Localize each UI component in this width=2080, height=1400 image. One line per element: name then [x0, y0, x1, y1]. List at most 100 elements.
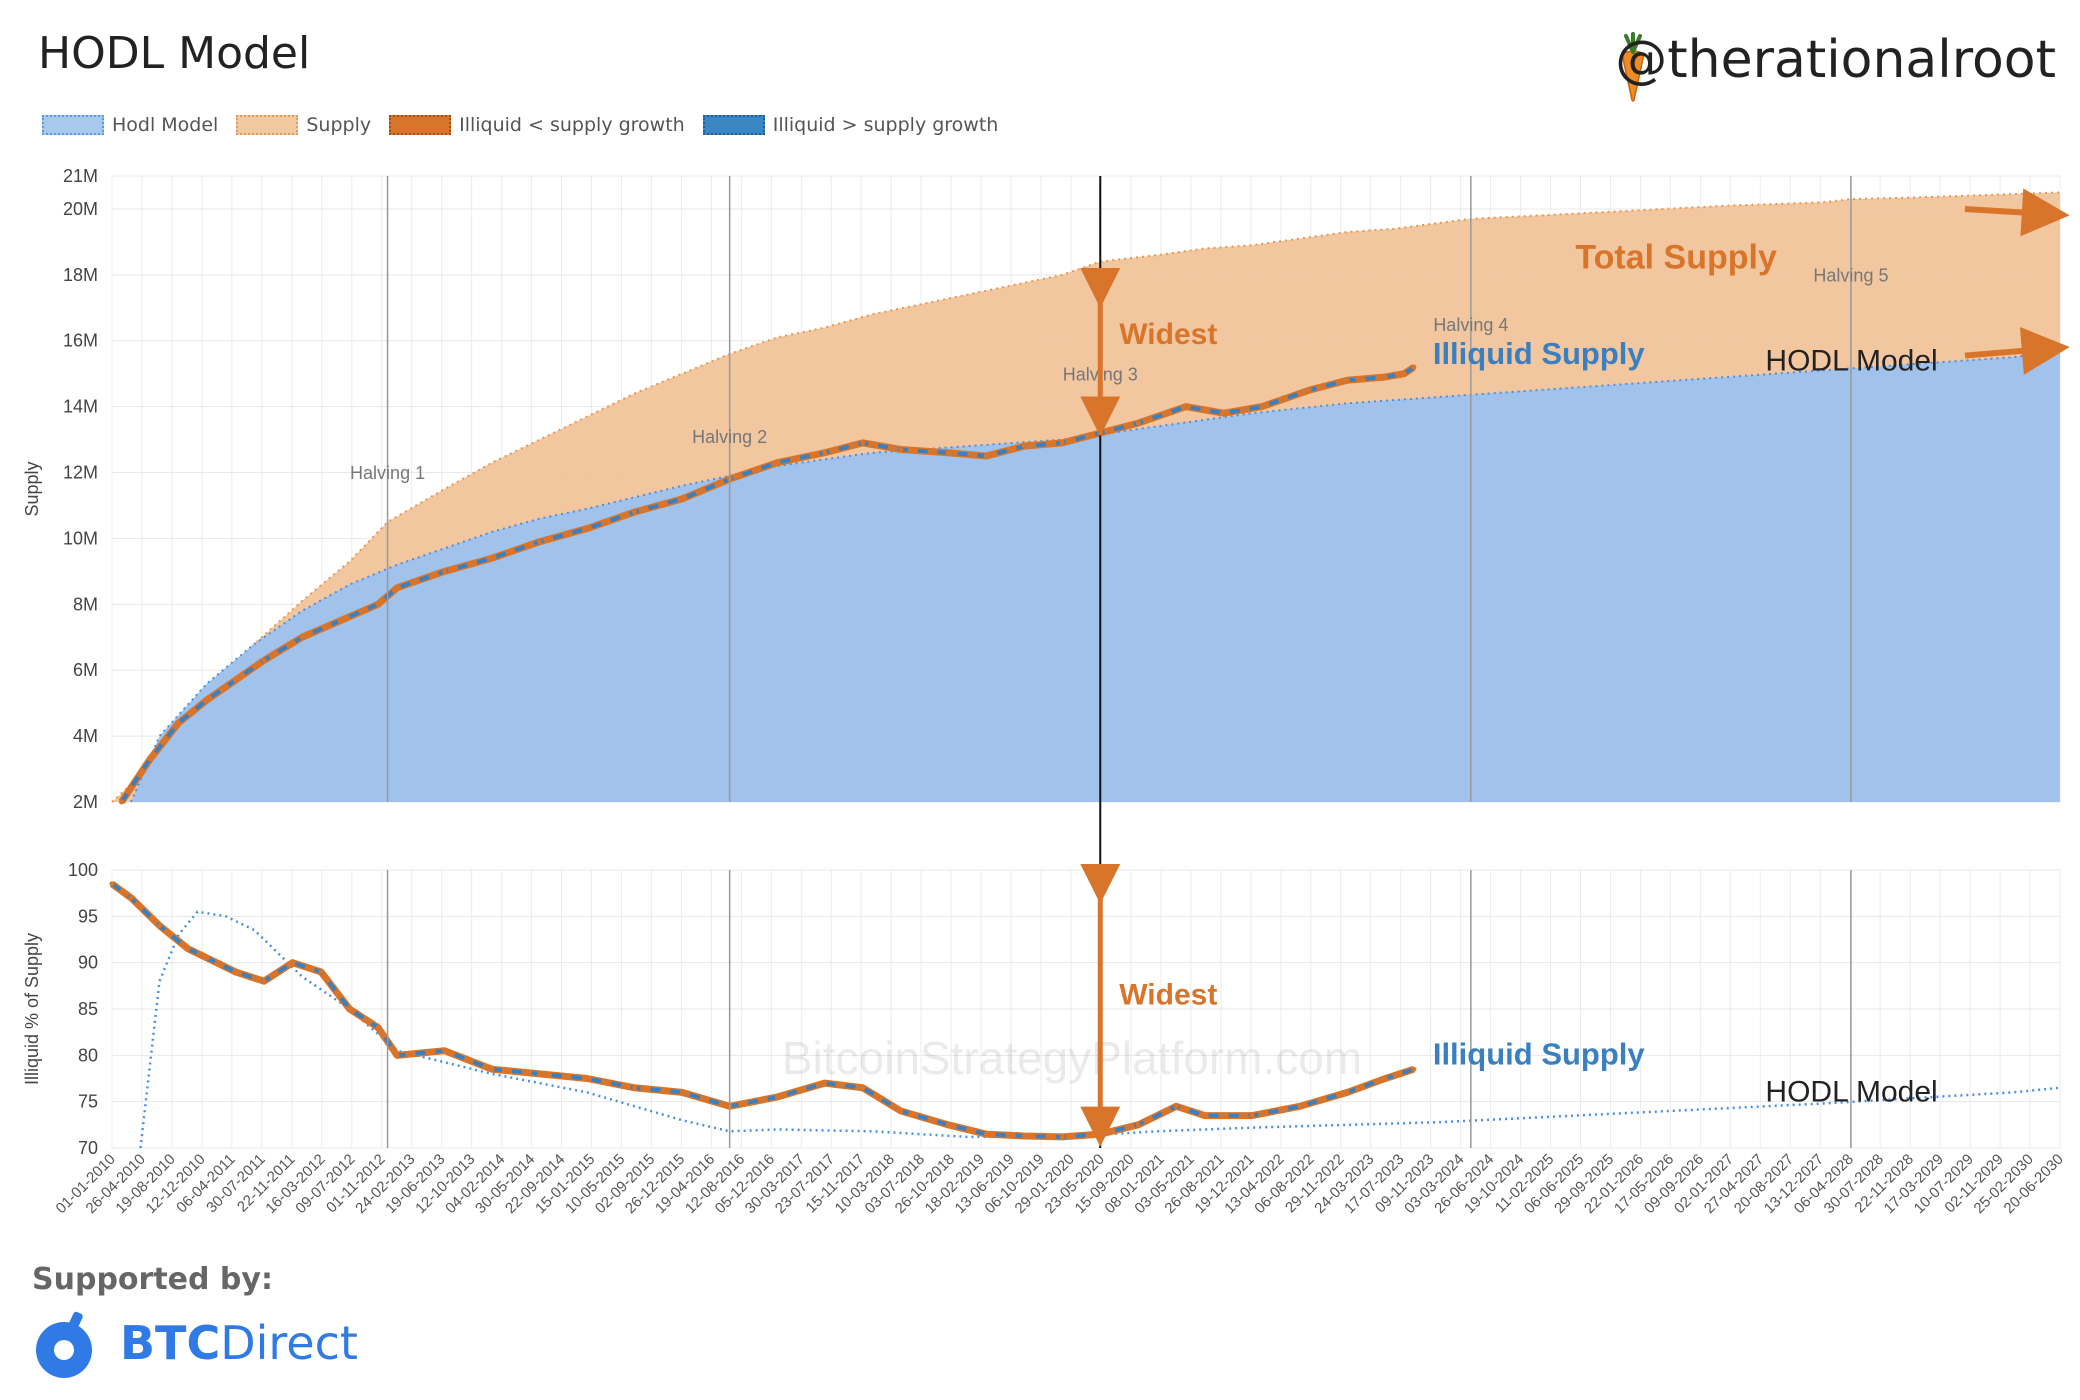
legend-swatch: [236, 115, 299, 135]
data-point: [347, 1006, 353, 1012]
y-axis-label: Supply: [22, 461, 42, 516]
data-point: [537, 1071, 543, 1077]
data-point: [489, 555, 495, 561]
y-tick-label: 95: [78, 906, 98, 926]
sponsor-bold: BTC: [120, 1316, 221, 1370]
data-point: [442, 1048, 448, 1054]
data-point: [860, 440, 866, 446]
supply-arrow-icon: [1964, 188, 2070, 237]
watermark: BitcoinStrategyPlatform.com: [782, 1032, 1362, 1084]
data-point: [1382, 374, 1388, 380]
sponsor-rest: Direct: [220, 1316, 358, 1370]
data-point: [632, 509, 638, 515]
data-point: [489, 1066, 495, 1072]
legend-item-hodl-model[interactable]: Hodl Model: [42, 114, 218, 136]
data-point: [233, 969, 239, 975]
data-point: [442, 568, 448, 574]
data-point: [299, 634, 305, 640]
y-tick-label: 10M: [63, 528, 98, 548]
data-point: [204, 697, 210, 703]
y-tick-label: 90: [78, 953, 98, 973]
data-point: [945, 450, 951, 456]
y-tick-label: 8M: [73, 594, 98, 614]
data-point: [898, 446, 904, 452]
hodl-arrow-icon: [1964, 327, 2070, 375]
halving-label: Halving 1: [350, 463, 425, 483]
data-point: [261, 978, 267, 984]
data-point: [822, 1080, 828, 1086]
data-point: [1059, 440, 1065, 446]
series-hodl-pct-line: [139, 910, 2061, 1149]
data-point: [233, 677, 239, 683]
data-point: [185, 946, 191, 952]
y-tick-label: 16M: [63, 331, 98, 351]
y-tick-label: 75: [78, 1092, 98, 1112]
btcdirect-wordmark: BTCDirect: [120, 1316, 358, 1370]
legend-label: Illiquid > supply growth: [772, 114, 999, 136]
data-point: [1221, 410, 1227, 416]
data-point: [1135, 420, 1141, 426]
hodl-model-label: HODL Model: [1765, 344, 1937, 377]
data-point: [1411, 1066, 1417, 1072]
legend-item-supply[interactable]: Supply: [236, 114, 371, 136]
legend-label: Hodl Model: [112, 114, 219, 136]
data-point: [679, 1089, 685, 1095]
data-point: [632, 1085, 638, 1091]
legend-item-illiquid-less[interactable]: Illiquid < supply growth: [389, 114, 685, 136]
data-point: [394, 1052, 400, 1058]
legend-label: Illiquid < supply growth: [459, 114, 685, 136]
legend: Hodl Model Supply Illiquid < supply grow…: [42, 114, 998, 136]
y-tick-label: 4M: [73, 726, 98, 746]
y-tick-label: 20M: [63, 199, 98, 219]
data-point: [318, 969, 324, 975]
btcdirect-logo-icon: [36, 1311, 92, 1378]
data-point: [109, 881, 115, 887]
page-title: HODL Model: [38, 28, 311, 79]
y-tick-label: 6M: [73, 660, 98, 680]
total-supply-label: Total Supply: [1575, 238, 1777, 276]
data-point: [945, 1122, 951, 1128]
y-tick-label: 70: [78, 1138, 98, 1158]
y-tick-label: 85: [78, 999, 98, 1019]
data-point: [375, 601, 381, 607]
handle-label: @therationalroot: [1615, 30, 2056, 90]
data-point: [204, 955, 210, 961]
data-point: [261, 657, 267, 663]
data-point: [1344, 1089, 1350, 1095]
data-point: [394, 585, 400, 591]
series-supply-line: [111, 191, 2061, 803]
y-axis-label: Illiquid % of Supply: [22, 933, 42, 1085]
illiquid-supply-label: Illiquid Supply: [1433, 1037, 1646, 1072]
data-point: [1411, 364, 1417, 370]
data-point: [128, 895, 134, 901]
data-point: [584, 1076, 590, 1081]
data-point: [290, 960, 296, 966]
halving-label: Halving 5: [1813, 265, 1888, 285]
data-point: [584, 526, 590, 532]
y-tick-label: 18M: [63, 265, 98, 285]
legend-item-illiquid-more[interactable]: Illiquid > supply growth: [702, 114, 999, 136]
data-point: [1249, 1113, 1255, 1119]
data-point: [774, 1094, 780, 1100]
data-point: [1401, 371, 1407, 377]
widest-label: Widest: [1119, 978, 1217, 1011]
data-point: [1021, 1133, 1027, 1139]
data-point: [679, 496, 685, 502]
data-point: [1306, 387, 1312, 393]
data-point: [157, 923, 163, 929]
y-tick-label: 2M: [73, 792, 98, 812]
data-point: [176, 720, 182, 726]
data-point: [1259, 404, 1265, 410]
y-tick-label: 100: [68, 860, 98, 880]
data-point: [860, 1085, 866, 1091]
y-tick-label: 21M: [63, 166, 98, 186]
series-hodl-area: [131, 350, 2060, 802]
data-point: [119, 799, 125, 805]
data-point: [1021, 443, 1027, 449]
data-point: [1297, 1103, 1303, 1109]
data-point: [983, 453, 989, 459]
data-point: [1202, 1113, 1208, 1119]
data-point: [147, 756, 153, 762]
series-illiquid-line-overlay: [119, 365, 1415, 804]
